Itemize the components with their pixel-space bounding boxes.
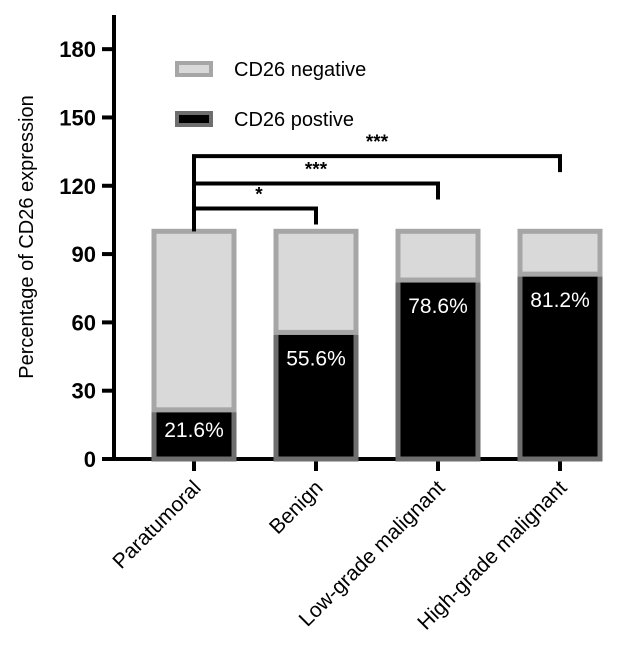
data-label: 55.6% xyxy=(286,347,346,370)
legend-label: CD26 postive xyxy=(234,109,354,131)
bar-cd26-positive xyxy=(395,277,481,462)
legend-swatch xyxy=(175,111,213,127)
legend-swatch xyxy=(175,61,213,77)
data-label: 78.6% xyxy=(408,295,468,318)
y-tick-label: 60 xyxy=(72,310,96,335)
bar-cd26-positive xyxy=(273,329,359,462)
y-tick-label: 180 xyxy=(59,37,96,62)
y-tick-label: 30 xyxy=(72,379,96,404)
bar-cd26-negative xyxy=(273,228,359,335)
y-tick-label: 90 xyxy=(72,242,96,267)
y-tick-label: 120 xyxy=(59,174,96,199)
bar-cd26-negative xyxy=(151,228,237,413)
legend: CD26 negative CD26 postive xyxy=(175,59,366,131)
legend-label: CD26 negative xyxy=(234,59,366,81)
data-label: 21.6% xyxy=(164,419,224,442)
significance-bracket xyxy=(192,206,318,232)
y-axis-label: Percentage of CD26 expression xyxy=(16,95,38,379)
bar-cd26-negative xyxy=(395,228,481,283)
significance-label: *** xyxy=(305,159,328,180)
bar-cd26-positive xyxy=(517,271,603,462)
significance-label: * xyxy=(255,185,263,206)
x-tick-label: Benign xyxy=(265,476,328,539)
y-axis: 0 30 60 90 120 150 180 xyxy=(59,15,116,472)
significance-label: *** xyxy=(366,132,389,153)
significance-brackets: ******* xyxy=(192,132,562,232)
significance-bracket xyxy=(192,154,562,232)
x-tick-label: Paratumoral xyxy=(108,476,205,573)
bar-cd26-negative xyxy=(517,228,603,277)
data-label: 81.2% xyxy=(530,289,590,312)
bars: 21.6% 55.6% 78.6% 81.2% xyxy=(151,228,603,462)
y-tick-label: 0 xyxy=(84,447,96,472)
y-tick-label: 150 xyxy=(59,105,96,130)
